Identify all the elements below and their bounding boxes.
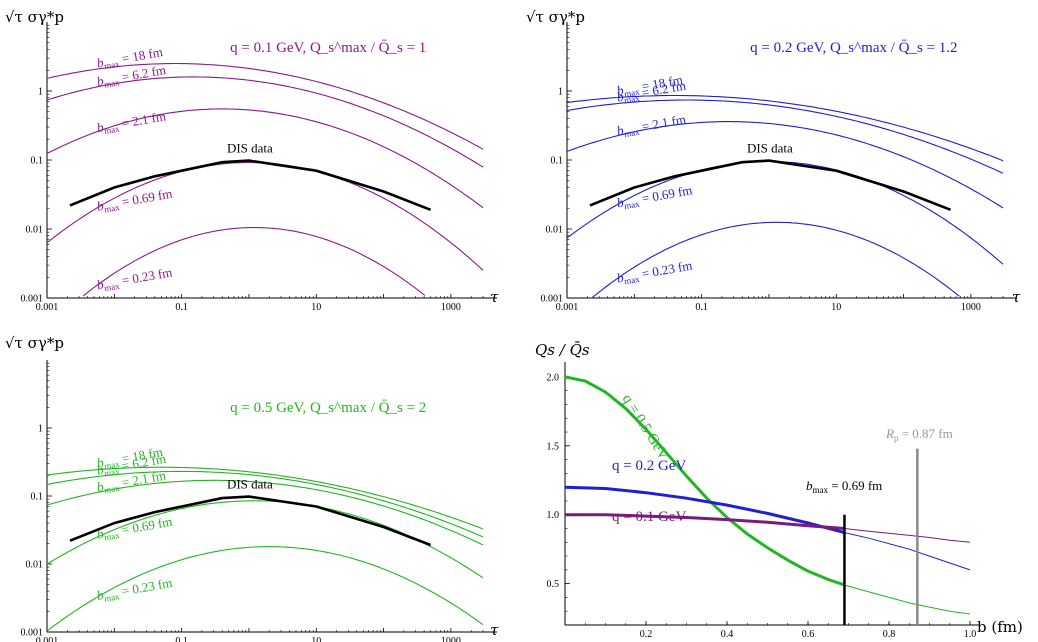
curve-bmax-62 [46,76,484,168]
curve-label: bmax = 0.69 fm [616,182,694,212]
dis-data-curve [589,159,952,212]
y-tick-label: 1 [558,87,563,98]
y-tick-label: 0.01 [546,225,564,236]
x-tick-label: 1000 [441,302,461,313]
x-tick-label: 10 [831,302,841,313]
y-axis-label: √τ σγ*p [5,8,64,26]
qs-panel: 0.51.01.52.00.2 0.4 0.6 0.8 1.0 b (fm)Qs / Q̄… [535,341,1023,640]
qs-curve-thin [844,528,971,543]
y-tick-label: 0.5 [547,579,560,590]
y-tick-label: 1.0 [547,510,560,521]
y-tick-label: 0.001 [21,294,44,305]
dis-data-label: DIS data [227,477,273,492]
panel-title: q = 0.1 GeV, Q_s^max / Q̄_s = 1 [230,40,426,56]
curve-label: bmax = 0.23 fm [96,264,174,294]
x-axis-label: τ [490,288,499,306]
curve-label-q01: q = 0.1 GeV [612,509,686,525]
curve-bmax-21 [46,108,484,209]
tau-panel-2: 0.001 0.01 0.1 1 0.001 0.1 10 1000 τ √τ σγ*p bmax … [526,8,1021,313]
curve-label: bmax = 0.23 fm [616,258,694,288]
x-tick-label: 1000 [961,302,981,313]
tau-panel-3: 0.001 0.01 0.1 1 0.001 0.1 10 1000 τ √τ σγ*p bmax … [5,334,499,642]
curve-bmax-18 [566,94,1004,162]
tau-panel-1: 0.001 0.01 0.1 1 0.001 0.1 10 1000 τ √τ σγ*p bmax … [5,8,499,313]
x-tick-label: 0.8 [883,629,896,640]
x-tick-label: 0.001 [556,302,579,313]
y-tick-label: 1.5 [547,441,560,452]
y-tick-label: 0.001 [21,628,44,639]
dis-data-label: DIS data [747,141,793,156]
x-tick-label: 0.4 [721,629,734,640]
x-tick-label: 1000 [441,636,461,642]
dis-data-label: DIS data [227,141,273,156]
dis-data-curve [69,159,432,212]
y-tick-label: 0.1 [31,156,44,167]
x-tick-label: 0.001 [36,302,59,313]
qs-curve-thick [564,485,845,535]
curve-bmax-069 [566,160,1004,265]
qs-curve-thin [844,584,971,615]
x-tick-label: 0.001 [36,636,59,642]
x-axis-label: τ [1012,288,1021,306]
x-tick-label: 0.2 [640,629,653,640]
dis-data-curve [69,495,432,547]
curve-label: bmax = 0.23 fm [96,575,174,605]
y-tick-label: 0.1 [31,492,44,503]
curve-label: bmax = 2.1 fm [96,108,168,137]
curve-bmax-023 [592,221,960,298]
curve-label-q05: q = 0.5 GeV [619,392,672,464]
panel-title: q = 0.5 GeV, Q_s^max / Q̄_s = 2 [230,400,426,416]
curve-bmax-18 [46,62,484,150]
bmax-label: bmax = 0.69 fm [806,478,882,495]
qs-curve-thick [565,513,845,530]
x-tick-label: 0.1 [695,302,708,313]
y-axis-label: Qs / Q̄s [535,341,590,359]
y-axis-label: √τ σγ*p [5,334,64,352]
qs-curve-thin [844,532,971,571]
y-tick-label: 0.01 [26,560,44,571]
curve-bmax-62 [46,470,484,538]
x-tick-label: 0.1 [175,302,188,313]
y-tick-label: 0.1 [551,156,564,167]
x-tick-label: 0.1 [175,636,188,642]
curve-bmax-023 [46,546,484,632]
curve-label-q02: q = 0.2 GeV [612,458,686,474]
x-tick-label: 0.6 [802,629,815,640]
curve-bmax-18 [46,466,484,530]
x-tick-label: 10 [311,636,321,642]
y-tick-label: 0.01 [26,225,44,236]
curve-bmax-21 [46,479,484,546]
x-tick-label: 1.0 [964,629,977,640]
panel-title: q = 0.2 GeV, Q_s^max / Q̄_s = 1.2 [750,40,957,56]
curve-bmax-21 [566,121,1004,209]
qs-curve-thick [564,375,845,587]
x-tick-label: 10 [311,302,321,313]
y-tick-label: 2.0 [547,372,560,383]
curve-bmax-069 [46,161,484,271]
y-tick-label: 0.001 [541,294,564,305]
curve-bmax-62 [566,99,1004,174]
y-tick-label: 1 [38,424,43,435]
x-axis-label: b (fm) [977,618,1023,636]
curve-bmax-023 [82,226,426,297]
y-tick-label: 1 [38,87,43,98]
curve-label: bmax = 2.1 fm [616,111,688,140]
y-axis-label: √τ σγ*p [526,8,585,26]
rp-label: Rp = 0.87 fm [885,426,953,443]
curve-label: bmax = 6.2 fm [616,78,688,107]
x-axis-label: τ [490,621,499,639]
